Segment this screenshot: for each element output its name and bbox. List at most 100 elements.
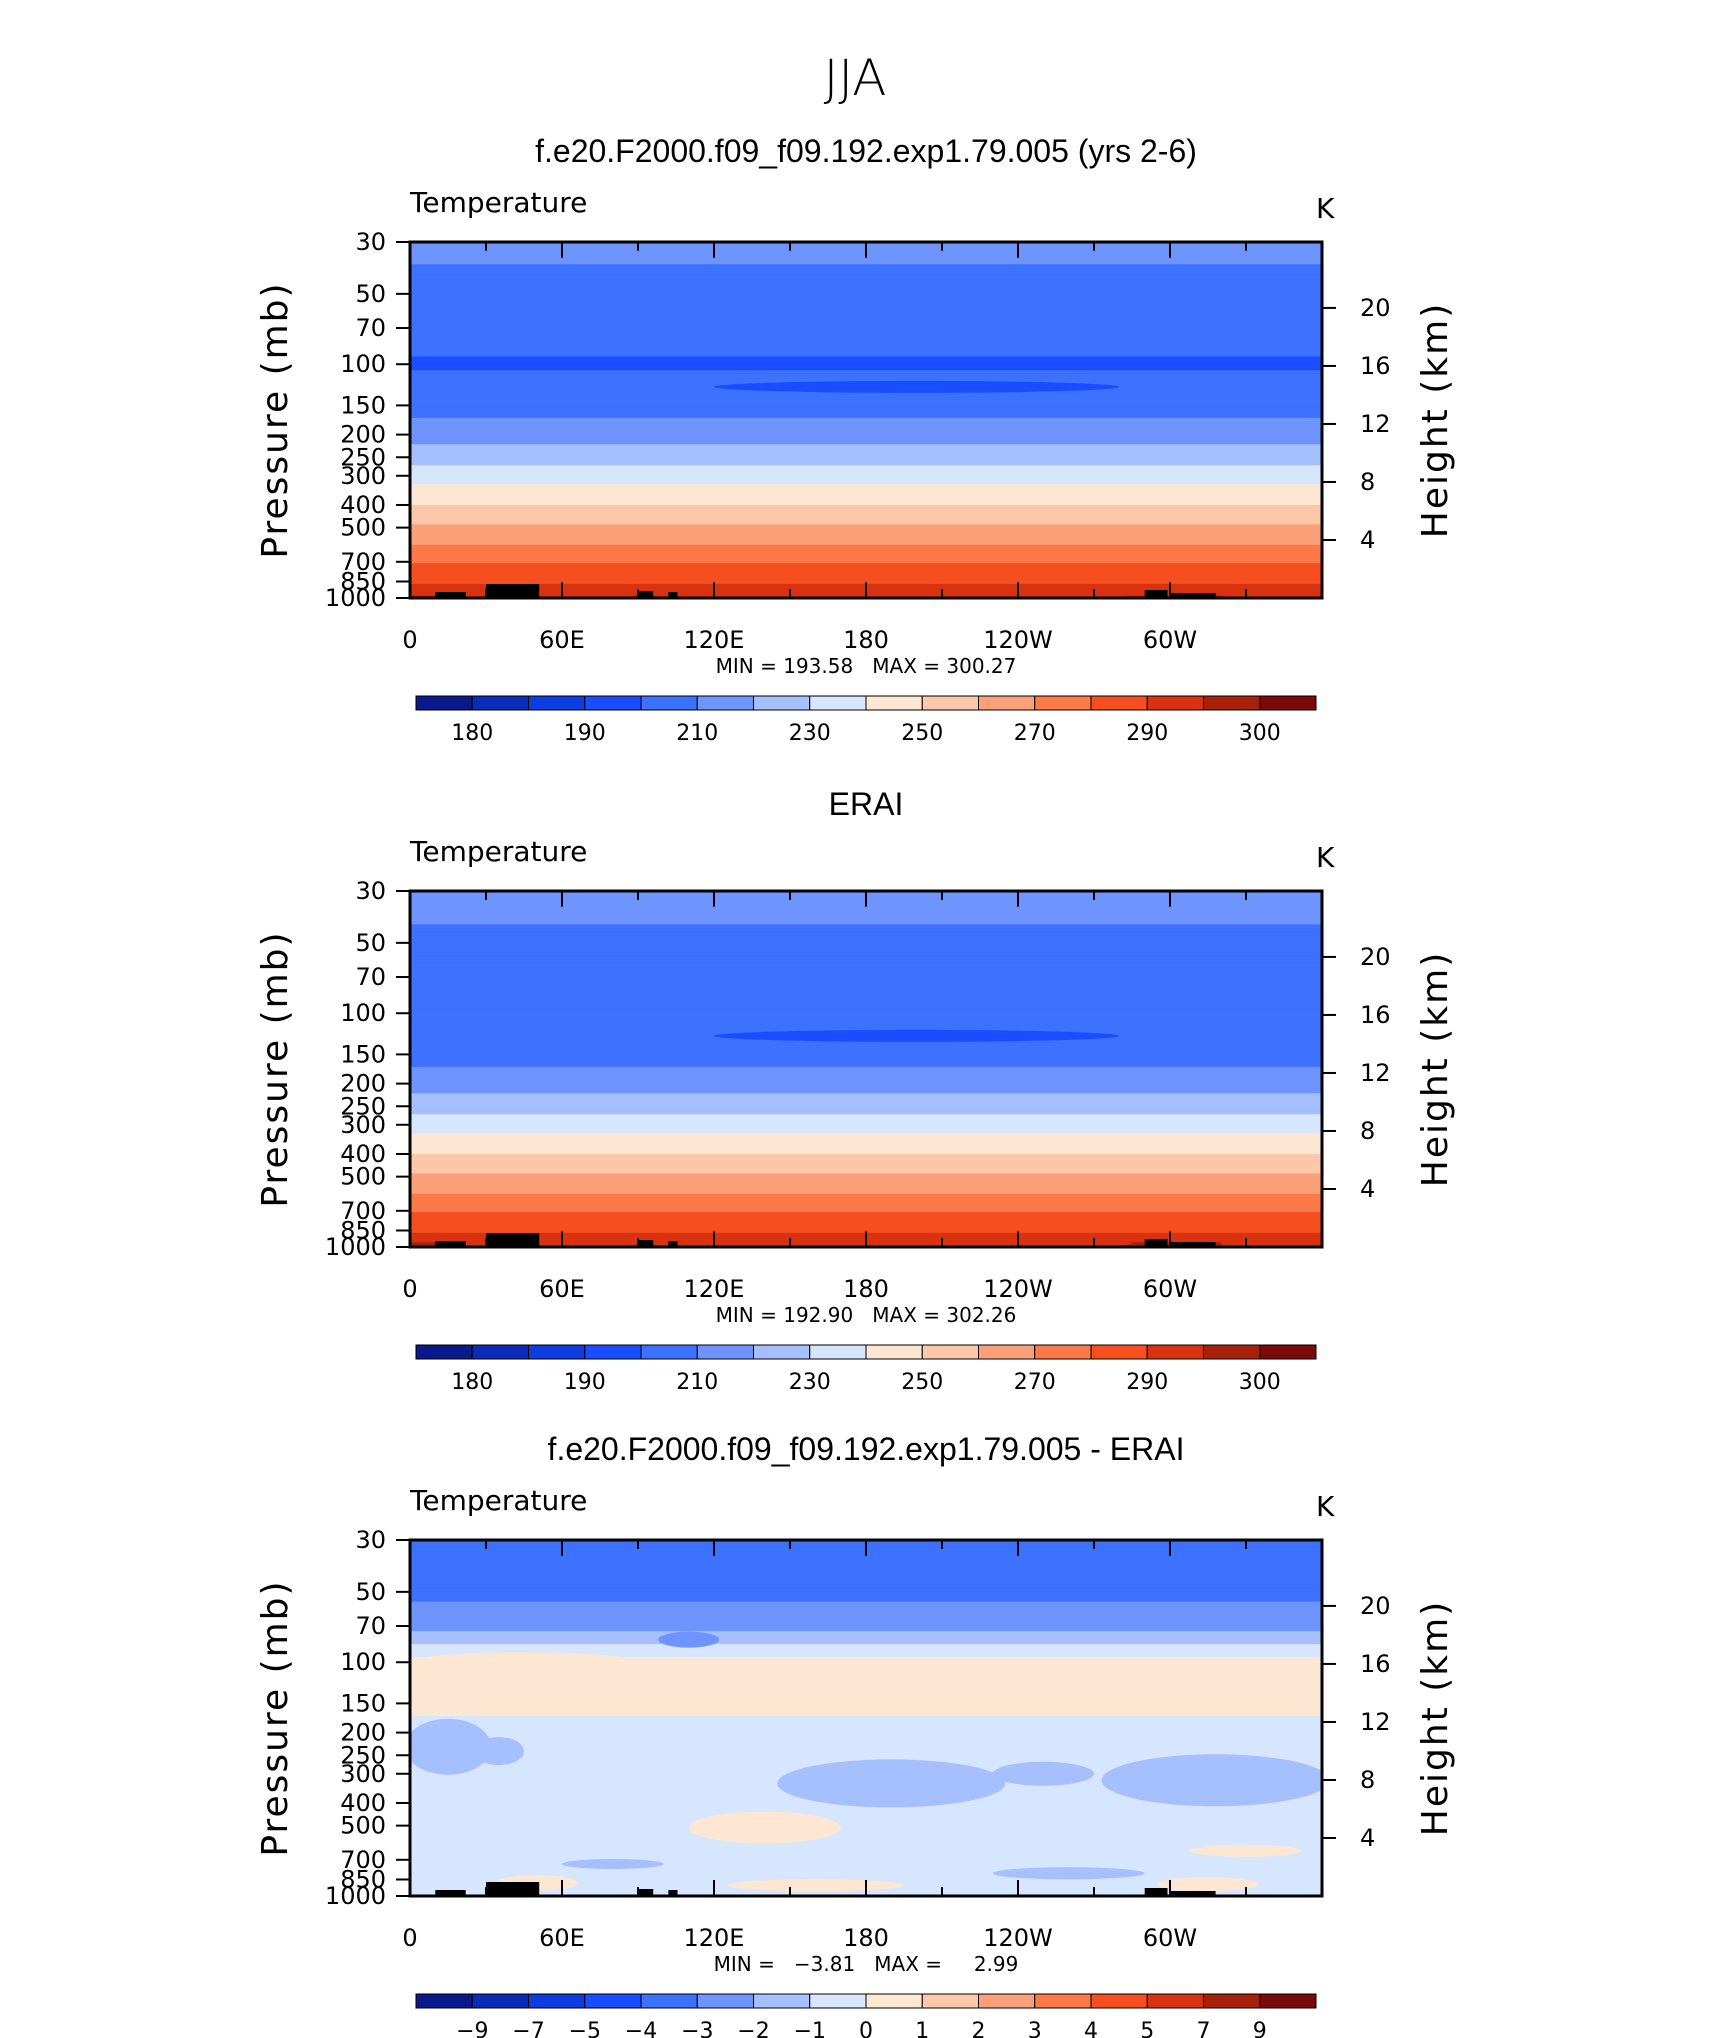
contour-band xyxy=(410,264,1322,269)
contour-band xyxy=(410,524,1322,527)
colorbar-label: 2 xyxy=(972,2019,986,2038)
colorbar-swatch xyxy=(696,695,754,711)
contour-band xyxy=(410,500,1322,504)
colorbar-swatch xyxy=(1034,1344,1092,1360)
contour-band xyxy=(410,959,1322,964)
contour-band xyxy=(410,1058,1322,1062)
panel-difference: f.e20.F2000.f09_f09.192.exp1.79.005 - ER… xyxy=(255,1431,1456,2038)
colorbar-label: 180 xyxy=(451,721,493,746)
contour-band xyxy=(410,1147,1322,1151)
contour-band xyxy=(410,328,1322,332)
contour-band xyxy=(410,942,1322,947)
contour-band xyxy=(410,1098,1322,1101)
contour-band xyxy=(410,469,1322,472)
contour-band xyxy=(410,306,1322,310)
y-tick-label: 500 xyxy=(340,1812,386,1840)
contour-band xyxy=(410,1697,1322,1702)
contour-band xyxy=(410,1051,1322,1056)
contour-band xyxy=(410,1862,1322,1865)
contour-band xyxy=(410,1010,1322,1015)
contour-band xyxy=(410,293,1322,298)
contour-band xyxy=(410,516,1322,519)
contour-patch xyxy=(582,1680,644,1705)
contour-band xyxy=(410,1676,1322,1681)
contour-band xyxy=(410,1573,1322,1578)
contour-band xyxy=(410,1718,1322,1721)
contour-band xyxy=(410,957,1322,961)
contour-band xyxy=(410,544,1322,548)
y-tick-label: 700 xyxy=(340,1846,386,1874)
colorbar-swatch xyxy=(1090,695,1148,711)
contour-band xyxy=(410,1601,1322,1605)
contour-band xyxy=(410,1196,1322,1200)
contour-field xyxy=(410,242,1322,598)
colorbar-label: −1 xyxy=(794,2019,826,2038)
contour-band xyxy=(410,974,1322,978)
x-tick-label: 180 xyxy=(843,1924,889,1952)
contour-band xyxy=(410,1854,1322,1859)
colorbar-swatch xyxy=(1203,1344,1261,1360)
contour-band xyxy=(410,1722,1322,1726)
colorbar-label: 4 xyxy=(1084,2019,1098,2038)
colorbar-swatch xyxy=(640,695,698,711)
panel-title: f.e20.F2000.f09_f09.192.exp1.79.005 - ER… xyxy=(548,1431,1185,1467)
contour-band xyxy=(410,496,1322,500)
contour-band xyxy=(410,378,1322,383)
contour-band xyxy=(410,1682,1322,1687)
contour-band xyxy=(410,1594,1322,1598)
y-tick-label: 50 xyxy=(355,280,386,308)
contour-band xyxy=(410,559,1322,563)
contour-band xyxy=(410,1191,1322,1195)
contour-patch xyxy=(1220,586,1322,598)
contour-band xyxy=(410,1745,1322,1748)
contour-band xyxy=(410,484,1322,487)
contour-band xyxy=(410,1730,1322,1734)
topography-block xyxy=(498,1239,514,1247)
contour-band xyxy=(410,463,1322,466)
contour-band xyxy=(410,267,1322,273)
contour-band xyxy=(410,1066,1322,1070)
contour-band xyxy=(410,1591,1322,1596)
contour-band xyxy=(410,1160,1322,1163)
colorbar-swatch xyxy=(809,1993,867,2009)
contour-band xyxy=(410,1079,1322,1083)
height-tick-label: 20 xyxy=(1360,294,1391,322)
contour-band xyxy=(410,931,1322,937)
contour-band xyxy=(410,457,1322,460)
contour-band xyxy=(410,1644,1322,1648)
contour-band xyxy=(410,1064,1322,1068)
contour-band xyxy=(410,509,1322,513)
contour-band xyxy=(410,315,1322,320)
colorbar-label: 9 xyxy=(1253,2019,1267,2038)
contour-band xyxy=(410,1814,1322,1817)
contour-band xyxy=(410,1840,1322,1844)
contour-band xyxy=(410,1554,1322,1560)
contour-band xyxy=(410,1819,1322,1822)
contour-band xyxy=(410,1753,1322,1757)
contour-band xyxy=(410,1101,1322,1104)
height-tick-label: 8 xyxy=(1360,1766,1375,1794)
colorbar-label: −9 xyxy=(456,2019,488,2038)
contour-band xyxy=(410,1842,1322,1846)
variable-label: Temperature xyxy=(409,186,587,219)
contour-band xyxy=(410,1170,1322,1173)
contour-band xyxy=(410,1641,1322,1645)
contour-band xyxy=(410,1565,1322,1571)
contour-patch xyxy=(714,380,1120,393)
contour-patch xyxy=(410,1652,638,1673)
contour-band xyxy=(410,972,1322,976)
contour-band xyxy=(410,1155,1322,1159)
contour-band xyxy=(410,1153,1322,1157)
x-tick-label: 120E xyxy=(684,1924,745,1952)
colorbar-swatch xyxy=(1259,695,1317,711)
contour-band xyxy=(410,1115,1322,1118)
contour-band xyxy=(410,534,1322,539)
contour-band xyxy=(410,303,1322,307)
contour-band xyxy=(410,1123,1322,1126)
contour-band xyxy=(410,1175,1322,1178)
contour-band xyxy=(410,574,1322,577)
contour-band xyxy=(410,987,1322,991)
colorbar-swatch xyxy=(1259,1344,1317,1360)
topography-block xyxy=(1144,1239,1168,1247)
colorbar-label: 1 xyxy=(915,2019,929,2038)
